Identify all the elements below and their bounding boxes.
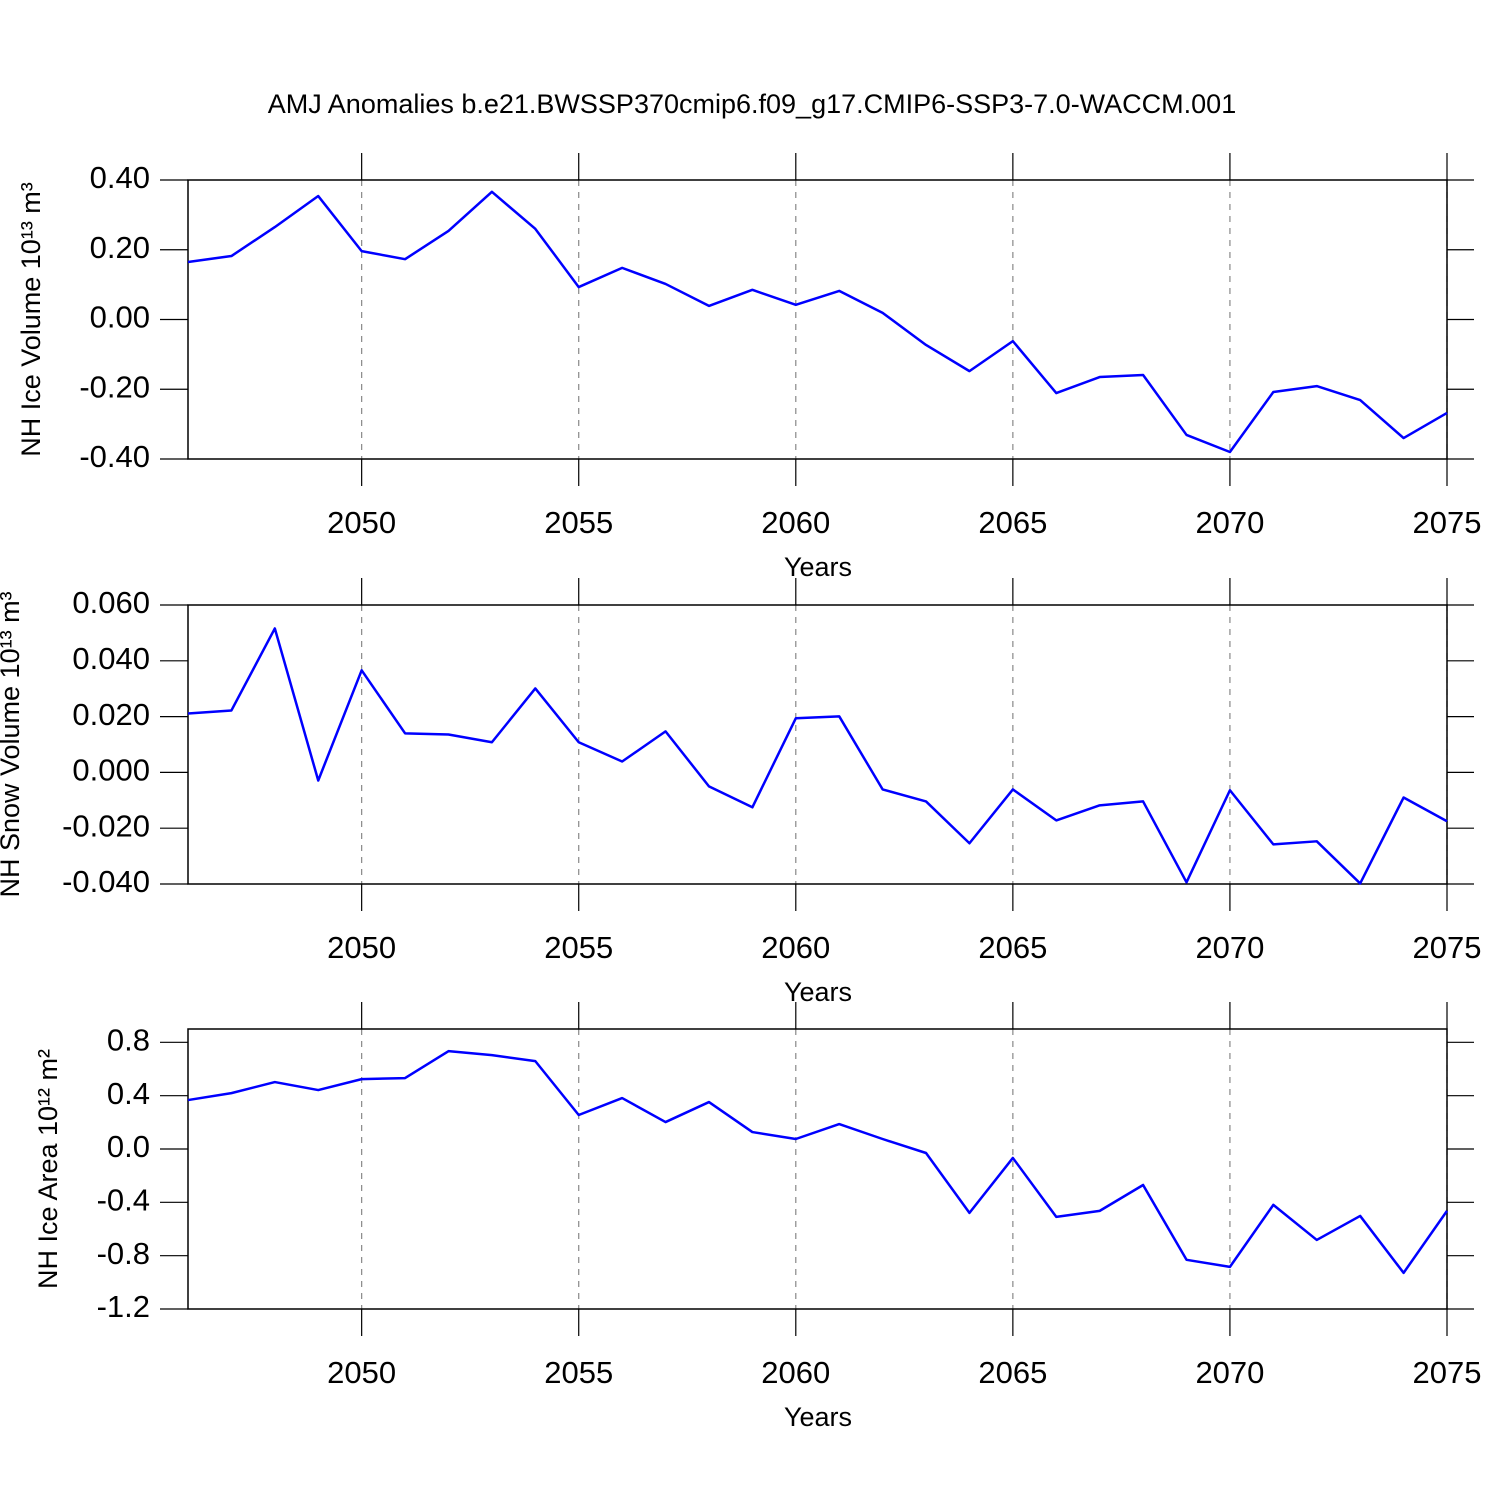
x-tick-label: 2065 <box>978 1355 1047 1390</box>
y-tick-label: 0.060 <box>72 585 150 620</box>
x-tick-label: 2055 <box>544 930 613 965</box>
y-axis-label: NH Ice Area 10¹² m² <box>33 1049 63 1289</box>
x-axis-label: Years <box>784 552 852 582</box>
x-tick-label: 2055 <box>544 1355 613 1390</box>
y-tick-label: -0.20 <box>79 369 150 404</box>
data-line <box>187 190 1448 454</box>
x-tick-label: 2055 <box>544 505 613 540</box>
x-tick-label: 2050 <box>327 505 396 540</box>
y-tick-label: -0.4 <box>97 1183 150 1218</box>
y-tick-label: 0.000 <box>72 753 150 788</box>
y-tick-label: 0.0 <box>107 1129 150 1164</box>
y-tick-label: -0.040 <box>62 864 150 899</box>
x-axis-label: Years <box>784 1402 852 1432</box>
plot-frame <box>187 179 1448 460</box>
x-axis-label: Years <box>784 977 852 1007</box>
x-tick-label: 2070 <box>1195 930 1264 965</box>
x-tick-label: 2070 <box>1195 1355 1264 1390</box>
y-tick-label: 0.40 <box>90 160 150 195</box>
y-tick-label: -1.2 <box>97 1289 150 1324</box>
x-tick-label: 2070 <box>1195 505 1264 540</box>
plot-frame <box>187 604 1448 885</box>
x-tick-label: 2050 <box>327 1355 396 1390</box>
x-tick-label: 2075 <box>1413 505 1482 540</box>
plot-frame <box>187 1028 1448 1310</box>
x-tick-label: 2065 <box>978 505 1047 540</box>
x-tick-label: 2060 <box>761 930 830 965</box>
x-tick-label: 2075 <box>1413 930 1482 965</box>
chart-title: AMJ Anomalies b.e21.BWSSP370cmip6.f09_g1… <box>268 89 1236 119</box>
y-axis-label: NH Ice Volume 10¹³ m³ <box>16 182 46 457</box>
y-tick-label: -0.020 <box>62 808 150 843</box>
x-tick-label: 2065 <box>978 930 1047 965</box>
x-tick-label: 2075 <box>1413 1355 1482 1390</box>
y-tick-label: 0.8 <box>107 1023 150 1058</box>
data-line <box>187 1049 1449 1275</box>
y-tick-label: 0.020 <box>72 697 150 732</box>
y-tick-label: 0.040 <box>72 641 150 676</box>
y-tick-label: 0.00 <box>90 300 150 335</box>
data-line <box>187 627 1448 885</box>
y-tick-label: 0.4 <box>107 1076 150 1111</box>
x-tick-label: 2060 <box>761 1355 830 1390</box>
y-axis-label: NH Snow Volume 10¹³ m³ <box>0 591 25 897</box>
x-tick-label: 2050 <box>327 930 396 965</box>
x-tick-label: 2060 <box>761 505 830 540</box>
y-tick-label: -0.40 <box>79 439 150 474</box>
y-tick-label: 0.20 <box>90 230 150 265</box>
y-tick-label: -0.8 <box>97 1236 150 1271</box>
